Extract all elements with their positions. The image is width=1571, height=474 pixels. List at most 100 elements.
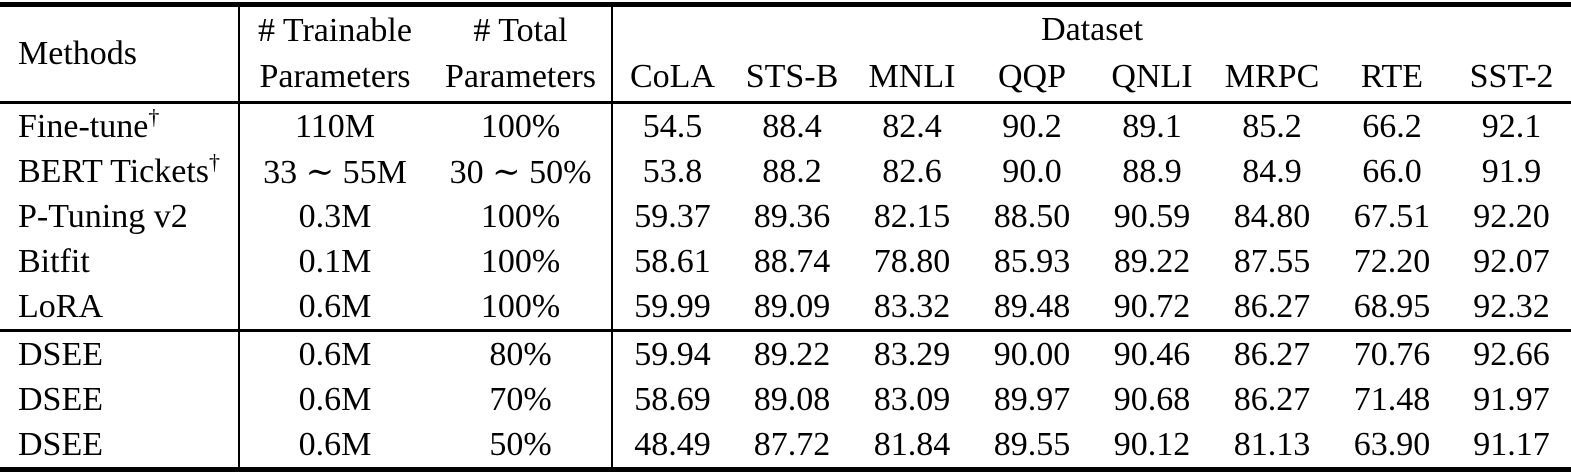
trainable-cell: 33 ∼ 55M	[263, 153, 407, 191]
table-row-lora: LoRA 0.6M 100% 59.99 89.09 83.32 89.48 9…	[0, 284, 1571, 331]
score-cell: 59.37	[634, 197, 711, 235]
total-cell: 100%	[430, 284, 613, 331]
total-cell: 80%	[430, 329, 613, 377]
column-header-qqp: QQP	[972, 53, 1092, 104]
table-row-bert-tickets: BERT Tickets† 33 ∼ 55M 30 ∼ 50% 53.8 88.…	[0, 149, 1571, 194]
score-cell: 88.50	[993, 197, 1071, 235]
score-cell: 89.22	[1113, 242, 1191, 280]
score-cell: 88.4	[762, 107, 822, 145]
method-cell: DSEE	[0, 329, 240, 377]
score-cell: 81.13	[1233, 425, 1311, 463]
method-cell: Fine-tune†	[0, 102, 240, 149]
column-header-total-parameters: # Total Parameters	[430, 4, 613, 104]
method-cell: DSEE	[0, 377, 240, 422]
method-label: DSEE	[18, 380, 103, 418]
trainable-cell: 0.6M	[298, 380, 372, 418]
score-cell: 90.59	[1113, 197, 1191, 235]
column-header-methods: Methods	[0, 4, 240, 104]
total-cell: 100%	[430, 239, 613, 284]
score-cell: 86.27	[1233, 380, 1311, 418]
score-cell: 87.72	[753, 425, 831, 463]
method-label: Bitfit	[18, 242, 90, 280]
dagger-superscript: †	[209, 149, 221, 175]
score-cell: 48.49	[634, 425, 711, 463]
score-cell: 91.97	[1473, 380, 1550, 418]
score-cell: 85.93	[993, 242, 1071, 280]
trainable-cell: 110M	[295, 107, 375, 145]
score-cell: 92.66	[1452, 329, 1571, 377]
score-cell: 89.1	[1122, 107, 1182, 145]
score-cell: 90.12	[1113, 425, 1191, 463]
score-cell: 91.17	[1473, 425, 1550, 463]
table-row-dsee-70: DSEE 0.6M 70% 58.69 89.08 83.09 89.97 90…	[0, 377, 1571, 422]
method-cell: Bitfit	[0, 239, 240, 284]
score-cell: 89.09	[753, 287, 831, 325]
total-cell: 100%	[430, 194, 613, 239]
score-cell: 88.74	[753, 242, 831, 280]
score-cell: 91.9	[1481, 152, 1542, 190]
dagger-superscript: †	[148, 104, 160, 130]
score-cell: 81.84	[873, 425, 951, 463]
table-row-finetune: Fine-tune† 110M 100% 54.5 88.4 82.4 90.2…	[0, 102, 1571, 149]
header-group-row: Methods # Trainable Parameters # Total P…	[0, 4, 1571, 104]
score-cell: 53.8	[642, 152, 703, 190]
total-cell: 50%	[430, 422, 613, 470]
method-label: Fine-tune	[18, 107, 149, 145]
score-cell: 58.69	[634, 380, 711, 418]
method-label: P-Tuning v2	[18, 197, 188, 235]
score-cell: 89.08	[753, 380, 831, 418]
trainable-cell: 0.6M	[298, 287, 372, 325]
score-cell: 90.0	[1002, 152, 1062, 190]
score-cell: 67.51	[1353, 197, 1431, 235]
score-cell: 92.07	[1473, 242, 1550, 280]
score-cell: 90.68	[1113, 380, 1191, 418]
score-cell: 70.76	[1332, 329, 1452, 377]
score-cell: 88.2	[762, 152, 822, 190]
score-cell: 71.48	[1353, 380, 1431, 418]
column-group-dataset: Dataset	[1041, 11, 1144, 48]
column-header-trainable-parameters: # Trainable Parameters	[239, 4, 430, 104]
score-cell: 83.29	[852, 329, 972, 377]
score-cell: 92.20	[1473, 197, 1550, 235]
method-cell: DSEE	[0, 422, 240, 470]
score-cell: 68.95	[1353, 287, 1431, 325]
score-cell: 63.90	[1353, 425, 1431, 463]
score-cell: 66.0	[1362, 152, 1422, 190]
score-cell: 58.61	[634, 242, 711, 280]
method-label: DSEE	[18, 425, 103, 463]
score-cell: 78.80	[873, 242, 951, 280]
score-cell: 82.15	[873, 197, 951, 235]
table-row-dsee-50: DSEE 0.6M 50% 48.49 87.72 81.84 89.55 90…	[0, 422, 1571, 470]
score-cell: 89.48	[993, 287, 1071, 325]
score-cell: 72.20	[1353, 242, 1431, 280]
table-header: Methods # Trainable Parameters # Total P…	[0, 4, 1571, 104]
score-cell: 54.5	[642, 107, 703, 145]
score-cell: 82.4	[882, 107, 942, 145]
table-row-ptuning-v2: P-Tuning v2 0.3M 100% 59.37 89.36 82.15 …	[0, 194, 1571, 239]
trainable-cell: 0.3M	[298, 197, 372, 235]
score-cell: 89.22	[732, 329, 852, 377]
table-row-dsee-80: DSEE 0.6M 80% 59.94 89.22 83.29 90.00 90…	[0, 329, 1571, 377]
score-cell: 89.55	[993, 425, 1071, 463]
score-cell: 87.55	[1233, 242, 1311, 280]
score-cell: 83.32	[873, 287, 951, 325]
score-cell: 92.32	[1473, 287, 1550, 325]
score-cell: 89.97	[993, 380, 1071, 418]
header-dataset-row: CoLA STS-B MNLI QQP QNLI MRPC RTE SST-2	[0, 53, 1571, 104]
total-cell: 70%	[430, 377, 613, 422]
score-cell: 83.09	[873, 380, 951, 418]
column-header-mnli: MNLI	[852, 53, 972, 104]
method-cell: BERT Tickets†	[0, 149, 240, 194]
trainable-cell: 0.1M	[298, 242, 372, 280]
score-cell: 82.6	[882, 152, 942, 190]
score-cell: 59.94	[612, 329, 732, 377]
column-header-rte: RTE	[1332, 53, 1452, 104]
score-cell: 66.2	[1362, 107, 1422, 145]
column-header-mrpc: MRPC	[1212, 53, 1332, 104]
score-cell: 86.27	[1212, 329, 1332, 377]
score-cell: 90.2	[1002, 107, 1062, 145]
score-cell: 88.9	[1122, 152, 1182, 190]
method-cell: P-Tuning v2	[0, 194, 240, 239]
method-label: LoRA	[18, 287, 103, 325]
